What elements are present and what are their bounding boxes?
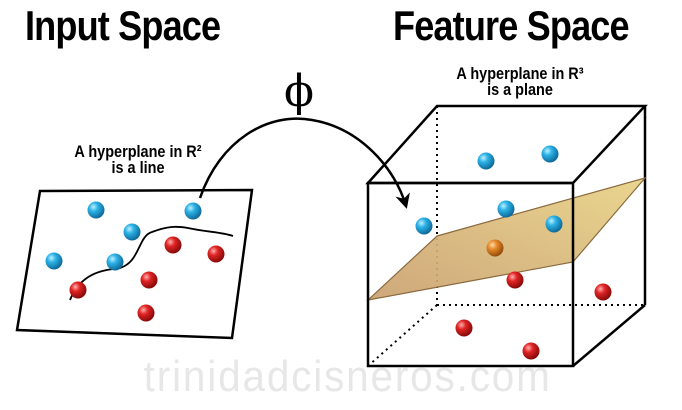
input-space-title: Input Space: [25, 2, 221, 49]
input-red-point: [207, 245, 225, 263]
input-space-plane: [15, 188, 254, 340]
feature-red-point: [455, 319, 473, 337]
feature-caption-line1: A hyperplane in R³: [456, 64, 584, 83]
input-blue-point: [45, 252, 63, 270]
watermark: trinidadcisneros.com: [143, 352, 552, 401]
phi-mapping-arrow: [198, 117, 410, 209]
feature-red-point: [506, 271, 524, 289]
feature-blue-point: [477, 152, 495, 170]
feature-space-title: Feature Space: [393, 2, 630, 49]
input-blue-point: [123, 223, 141, 241]
input-red-point: [140, 271, 158, 289]
phi-symbol: ϕ: [284, 66, 314, 117]
feature-caption: A hyperplane in R³ is a plane: [435, 64, 605, 99]
input-caption-line2: is a line: [111, 158, 165, 177]
input-red-point: [69, 281, 87, 299]
input-blue-point: [87, 201, 105, 219]
input-separating-curve: [69, 225, 234, 301]
feature-red-point: [522, 342, 540, 360]
feature-blue-point: [545, 215, 563, 233]
feature-red-point: [594, 283, 612, 301]
input-caption-line1: A hyperplane in R²: [74, 142, 202, 161]
feature-hyperplane: [366, 176, 647, 301]
input-blue-point: [106, 253, 124, 271]
feature-orange-point: [486, 239, 504, 257]
feature-caption-line2: is a plane: [487, 80, 553, 99]
input-caption: A hyperplane in R² is a line: [62, 142, 215, 177]
feature-blue-point: [541, 145, 559, 163]
input-red-point: [164, 236, 182, 254]
cube-front-face: [366, 181, 575, 368]
input-blue-point: [184, 202, 202, 220]
feature-blue-point: [497, 200, 515, 218]
input-red-point: [137, 304, 155, 322]
feature-blue-point: [415, 217, 433, 235]
